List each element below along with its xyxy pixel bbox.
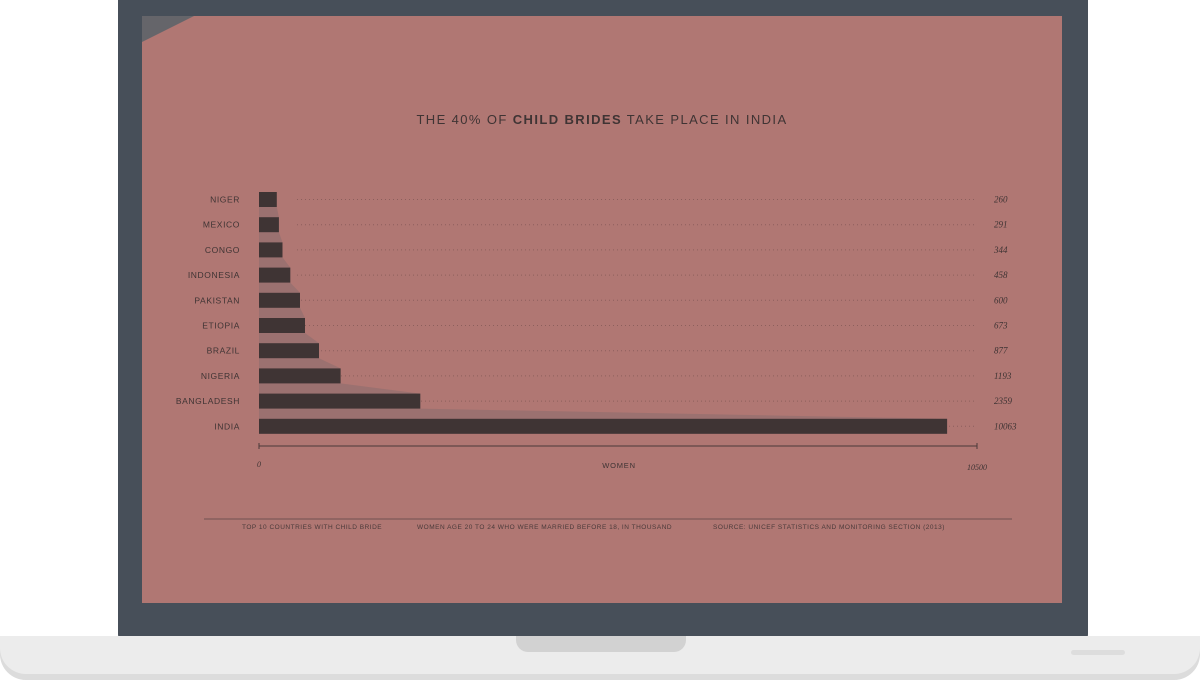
category-label: BANGLADESH bbox=[176, 396, 240, 406]
value-label: 673 bbox=[994, 321, 1008, 331]
bar-chart: NIGER 260 MEXICO 291 CONGO 344 INDONESIA 458 PAK… bbox=[176, 192, 1017, 520]
x-axis-label: WOMEN bbox=[602, 461, 636, 470]
value-label: 600 bbox=[994, 295, 1008, 305]
footer-note-right: SOURCE: UNICEF STATISTICS AND MONITORING… bbox=[713, 524, 945, 531]
footer-note-left: TOP 10 COUNTRIES WITH CHILD BRIDE bbox=[242, 524, 383, 531]
category-label: BRAZIL bbox=[207, 346, 240, 356]
value-label: 10063 bbox=[994, 421, 1017, 431]
bar-pakistan bbox=[259, 292, 300, 308]
laptop-base-slot bbox=[1071, 650, 1125, 655]
bar-congo bbox=[259, 242, 283, 258]
value-label: 877 bbox=[994, 346, 1008, 356]
chart-title-prefix: THE 40% OF bbox=[416, 112, 513, 127]
value-label: 458 bbox=[994, 270, 1008, 280]
chart-title-suffix: TAKE PLACE IN INDIA bbox=[622, 112, 788, 127]
bar-niger bbox=[259, 192, 277, 207]
category-label: CONGO bbox=[205, 245, 240, 255]
footer-note-middle: WOMEN AGE 20 TO 24 WHO WERE MARRIED BEFO… bbox=[417, 524, 673, 531]
bar-brazil bbox=[259, 343, 319, 359]
bar-mexico bbox=[259, 217, 279, 233]
category-label: INDIA bbox=[214, 421, 240, 431]
bar-indonesia bbox=[259, 267, 291, 283]
value-label: 2359 bbox=[994, 396, 1013, 406]
screen: THE 40% OF CHILD BRIDES TAKE PLACE IN IN… bbox=[142, 16, 1062, 603]
bar-shadow-area bbox=[259, 207, 948, 434]
category-label: INDONESIA bbox=[188, 270, 240, 280]
category-label: NIGERIA bbox=[201, 371, 240, 381]
value-label: 344 bbox=[993, 245, 1008, 255]
value-label: 291 bbox=[994, 220, 1008, 230]
category-label: NIGER bbox=[210, 195, 240, 205]
laptop-base-notch bbox=[516, 636, 686, 652]
bar-bangladesh bbox=[259, 393, 421, 409]
bar-nigeria bbox=[259, 368, 341, 384]
value-label: 1193 bbox=[994, 371, 1012, 381]
category-label: PAKISTAN bbox=[194, 295, 240, 305]
x-tick-label-end: 10500 bbox=[967, 463, 987, 472]
bar-etiopia bbox=[259, 318, 305, 333]
laptop-lid: THE 40% OF CHILD BRIDES TAKE PLACE IN IN… bbox=[118, 0, 1088, 644]
value-label: 260 bbox=[994, 195, 1008, 205]
category-label: MEXICO bbox=[203, 220, 240, 230]
corner-fold bbox=[142, 16, 194, 42]
chart-title: THE 40% OF CHILD BRIDES TAKE PLACE IN IN… bbox=[142, 112, 1062, 127]
x-tick-label-start: 0 bbox=[257, 460, 261, 469]
bar-india bbox=[259, 418, 948, 434]
laptop-base bbox=[0, 636, 1200, 680]
chart-title-highlight: CHILD BRIDES bbox=[512, 112, 623, 127]
category-label: ETIOPIA bbox=[202, 321, 240, 331]
